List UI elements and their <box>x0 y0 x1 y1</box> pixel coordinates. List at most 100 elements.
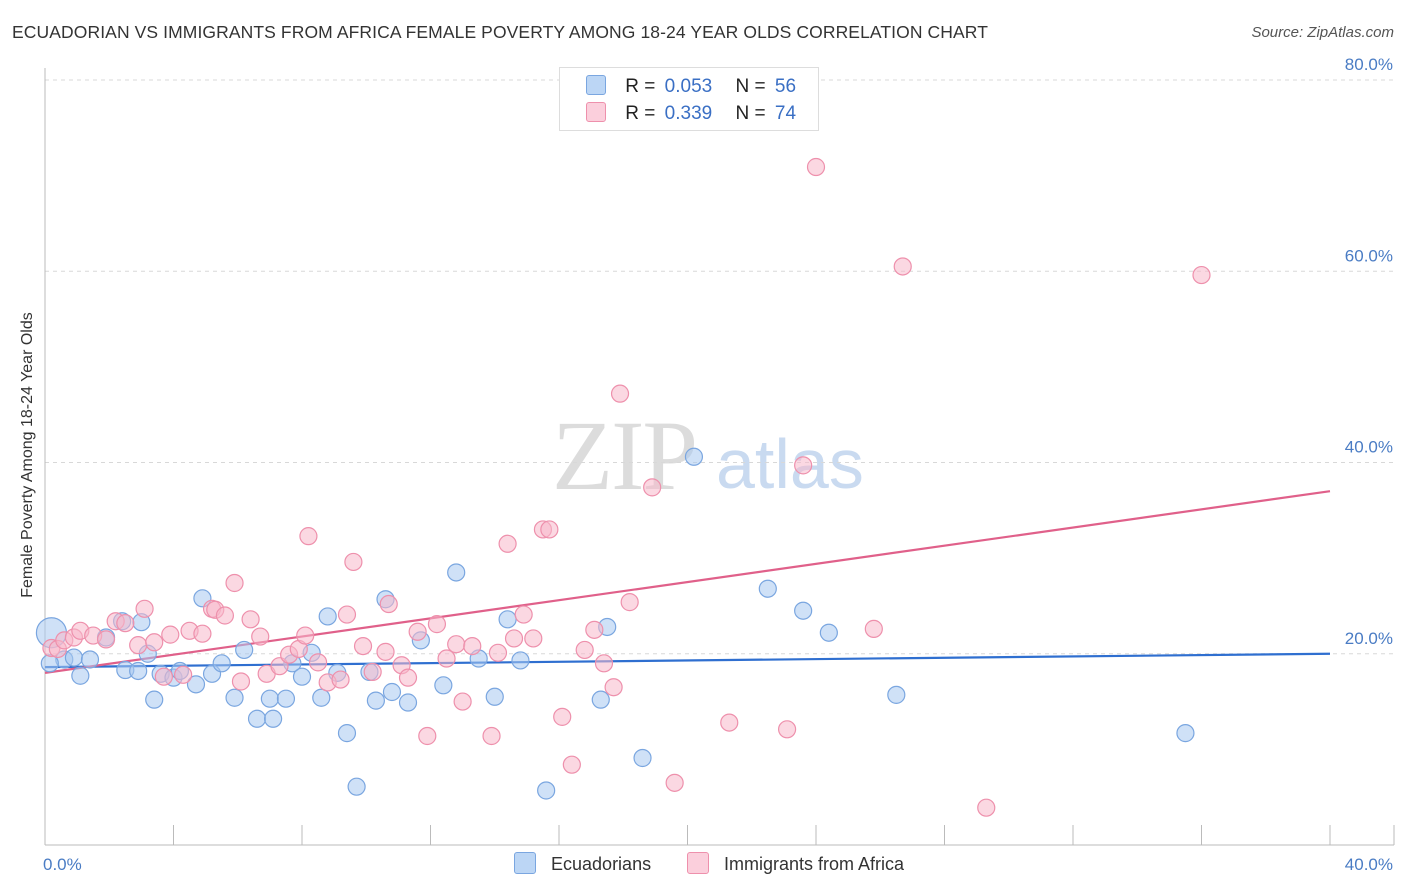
point-africa <box>353 636 373 656</box>
legend-row-ecuadorians: R = 0.053 N = 56 <box>586 75 796 98</box>
point-africa <box>643 478 662 497</box>
point-ecuadorians <box>263 709 283 728</box>
bottom-legend-ecuadorians: Ecuadorians <box>514 852 651 875</box>
point-ecuadorians <box>225 688 244 707</box>
point-africa <box>408 622 427 641</box>
point-ecuadorians <box>337 724 357 743</box>
legend-n-label: N = <box>735 103 766 124</box>
point-africa <box>514 605 533 624</box>
point-africa <box>585 620 604 639</box>
point-africa <box>154 667 173 686</box>
point-africa <box>145 633 164 652</box>
point-ecuadorians <box>276 689 296 708</box>
legend-n-value-africa: 74 <box>774 103 797 124</box>
chart-title: ECUADORIAN VS IMMIGRANTS FROM AFRICA FEM… <box>12 22 989 42</box>
point-ecuadorians <box>247 709 267 728</box>
point-africa <box>610 384 630 403</box>
point-africa <box>161 625 180 644</box>
point-africa <box>524 629 543 648</box>
point-ecuadorians <box>758 579 777 598</box>
bottom-legend-africa: Immigrants from Africa <box>687 852 904 875</box>
point-ecuadorians <box>260 689 279 708</box>
point-ecuadorians <box>312 688 331 707</box>
x-tick-label-max: 40.0% <box>1345 855 1393 874</box>
point-africa <box>504 629 524 648</box>
y-tick-label: 80.0% <box>1345 55 1393 74</box>
point-africa <box>296 626 315 645</box>
point-ecuadorians <box>235 640 254 660</box>
point-africa <box>575 640 594 660</box>
source-label: Source: ZipAtlas.com <box>1251 24 1394 41</box>
point-ecuadorians <box>186 675 206 694</box>
legend-n-label: N = <box>735 76 766 97</box>
point-africa <box>498 534 517 553</box>
point-ecuadorians <box>382 682 402 702</box>
legend-r-label: R = <box>625 103 656 124</box>
y-tick-label: 40.0% <box>1345 438 1393 457</box>
point-africa <box>308 653 328 672</box>
point-ecuadorians <box>398 693 418 712</box>
point-africa <box>376 642 395 661</box>
point-africa <box>251 627 270 646</box>
point-africa <box>231 672 251 691</box>
point-ecuadorians <box>318 607 337 626</box>
point-ecuadorians <box>64 648 84 667</box>
point-africa <box>453 692 472 711</box>
point-ecuadorians <box>537 781 556 800</box>
point-ecuadorians <box>212 654 231 673</box>
point-africa <box>437 649 456 668</box>
point-africa <box>604 678 623 697</box>
point-ecuadorians <box>591 690 610 709</box>
point-africa <box>794 456 813 475</box>
point-africa <box>379 594 398 614</box>
point-ecuadorians <box>80 650 100 669</box>
point-africa <box>553 707 572 726</box>
point-africa <box>116 614 135 633</box>
point-africa <box>427 615 447 634</box>
point-ecuadorians <box>1176 724 1195 743</box>
point-ecuadorians <box>819 623 838 642</box>
trend-line-ecuadorians <box>44 652 1331 669</box>
x-tick-label-min: 0.0% <box>43 855 82 874</box>
bottom-legend-swatch-ecuadorians <box>514 852 536 874</box>
tick-labels: 20.0% 40.0% 60.0% 80.0% 0.0% 40.0% <box>43 55 1393 874</box>
point-ecuadorians <box>684 447 704 466</box>
point-ecuadorians <box>794 601 813 620</box>
legend-r-value-ecuadorians: 0.053 <box>664 76 713 97</box>
point-africa <box>463 636 482 656</box>
point-africa <box>806 157 826 177</box>
point-ecuadorians <box>129 661 148 681</box>
legend-r-value-africa: 0.339 <box>664 103 713 124</box>
point-africa <box>363 662 382 682</box>
point-ecuadorians <box>498 610 517 629</box>
point-africa <box>977 798 996 817</box>
point-africa <box>129 636 148 655</box>
legend-row-africa: R = 0.339 N = 74 <box>586 102 796 125</box>
point-africa <box>777 720 797 739</box>
point-ecuadorians <box>145 690 164 709</box>
point-africa <box>864 619 883 638</box>
point-africa <box>540 520 559 539</box>
point-africa <box>174 665 193 684</box>
point-africa <box>1192 265 1211 285</box>
point-africa <box>299 527 318 546</box>
gridlines <box>45 79 1394 655</box>
bottom-legend-swatch-africa <box>687 852 709 874</box>
point-africa <box>135 599 154 618</box>
axes <box>44 68 1395 846</box>
point-ecuadorians <box>434 676 453 695</box>
watermark-atlas: atlas <box>716 425 864 503</box>
bottom-legend-label-ecuadorians: Ecuadorians <box>551 854 652 874</box>
point-africa <box>447 635 466 654</box>
point-africa <box>215 606 234 625</box>
point-africa <box>398 668 418 687</box>
point-africa <box>620 593 639 612</box>
point-ecuadorians <box>633 748 652 768</box>
y-tick-label: 20.0% <box>1345 629 1393 648</box>
point-ecuadorians <box>347 777 366 796</box>
point-africa <box>337 605 357 624</box>
watermark-zip: ZIP <box>552 400 698 511</box>
point-africa <box>482 726 501 746</box>
point-africa <box>594 654 614 673</box>
